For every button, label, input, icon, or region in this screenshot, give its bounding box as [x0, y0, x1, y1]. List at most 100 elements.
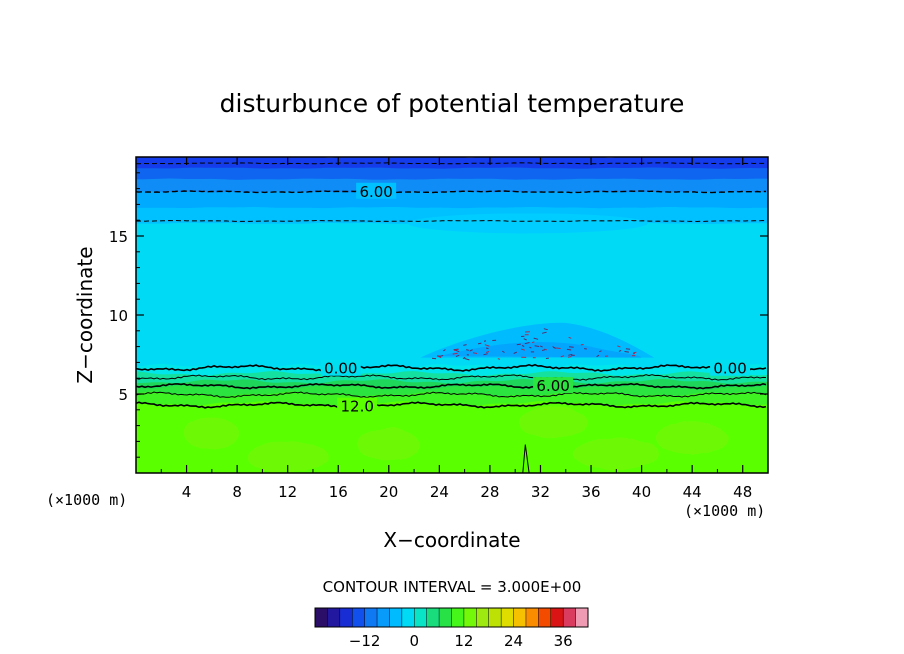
contour-label-bg	[320, 359, 361, 376]
plot-area	[136, 157, 768, 473]
contour-label-bg	[710, 359, 751, 376]
colorbar-cell	[451, 608, 465, 627]
disturbance-speck	[568, 346, 574, 348]
field-patch	[247, 441, 328, 473]
disturbance-speck	[466, 349, 470, 351]
disturbance-speck	[624, 351, 629, 353]
disturbance-speck	[516, 343, 521, 346]
colorbar-cell	[463, 608, 477, 627]
disturbance-speck	[469, 349, 473, 352]
colorbar-cell	[513, 608, 527, 627]
contour-labels: 6.00 0.00 0.00 6.00 12.0	[320, 182, 751, 416]
y-axis: 5 10 15	[109, 172, 768, 458]
x-tick-label: 24	[430, 483, 449, 501]
disturbance-speck	[524, 342, 530, 345]
disturbance-speck	[552, 346, 556, 349]
colorbar-tick-label: 0	[409, 632, 419, 650]
colorbar-cell	[339, 608, 353, 627]
colorbar-cell	[476, 608, 490, 627]
disturbance-speck	[453, 348, 459, 351]
contour-line	[136, 391, 767, 399]
x-axis-label: X−coordinate	[383, 528, 520, 552]
disturbance-speck	[477, 342, 482, 345]
disturbance-speck	[596, 354, 600, 358]
disturbance-speck	[566, 348, 572, 351]
field-patch	[183, 417, 240, 450]
colorbar	[314, 608, 589, 627]
disturbance-speck	[531, 341, 535, 344]
disturbance-speck	[472, 352, 478, 354]
contour-line-zero	[136, 363, 767, 373]
colorbar-cell	[414, 608, 428, 627]
disturbance-speck	[568, 336, 572, 339]
disturbance-speck	[455, 354, 460, 357]
colorbar-cell	[377, 608, 390, 627]
contour-label-bg	[356, 182, 397, 199]
contour-label: 12.0	[340, 398, 373, 416]
x-unit-right: (×1000 m)	[684, 502, 765, 520]
field-patch	[357, 428, 420, 461]
disturbance-speck	[533, 337, 539, 340]
x-tick-label: 16	[329, 483, 348, 501]
contour-label: 6.00	[359, 183, 392, 201]
disturbance-speck	[543, 328, 548, 331]
disturbance-speck	[513, 351, 518, 354]
x-unit-left: (×1000 m)	[46, 491, 127, 509]
y-tick-label: 15	[109, 228, 128, 246]
disturbance-speck	[440, 355, 444, 357]
contour-fill-bands	[136, 157, 768, 473]
contour-label: 0.00	[324, 360, 357, 378]
contour-label-bg	[337, 397, 378, 414]
x-axis: 4 8 12 16 20 24 28 32 36 40 44 48	[160, 157, 752, 501]
disturbance-speck	[483, 353, 488, 356]
disturbance-speck	[497, 358, 501, 360]
contour-line	[136, 401, 767, 409]
disturbance-speck	[464, 358, 470, 361]
chart-title: disturbunce of potential temperature	[220, 89, 685, 118]
contour-line-dashed	[136, 219, 767, 223]
disturbance-speck	[568, 353, 573, 356]
disturbance-speck	[463, 344, 467, 346]
disturbance-speck	[502, 350, 505, 353]
disturbance-speck	[523, 338, 527, 341]
colorbar-tick-label: −12	[349, 632, 381, 650]
disturbance-speck	[529, 346, 532, 349]
disturbance-core	[439, 342, 642, 358]
colorbar-cell	[315, 608, 328, 627]
contour-line	[136, 374, 767, 381]
contour-line	[136, 382, 767, 390]
disturbance-speck	[437, 355, 442, 359]
disturbance-speck	[633, 351, 637, 354]
disturbance-speck	[541, 331, 547, 334]
disturbance-speck	[534, 345, 540, 347]
x-tick-label: 28	[480, 483, 499, 501]
x-tick-label: 44	[683, 483, 702, 501]
disturbance-speck	[599, 350, 602, 353]
colorbar-tick-label: 12	[454, 632, 473, 650]
colorbar-cell	[389, 608, 403, 627]
contour-details	[136, 162, 767, 473]
contour-line-dashed	[136, 162, 767, 165]
colorbar-cell	[488, 608, 502, 627]
disturbance-speck	[521, 348, 525, 351]
colorbar-cell	[538, 608, 552, 627]
x-tick-label: 40	[632, 483, 651, 501]
colorbar-cell	[352, 608, 366, 627]
colorbar-tick-label: 24	[504, 632, 523, 650]
colorbar-cell	[575, 608, 589, 627]
colorbar-frame	[314, 607, 589, 628]
disturbance-speck	[556, 347, 561, 349]
x-tick-label: 20	[379, 483, 398, 501]
field-patch	[519, 406, 588, 439]
contour-label: 0.00	[713, 360, 746, 378]
field-dip	[407, 213, 648, 234]
x-tick-label: 48	[733, 483, 752, 501]
colorbar-ticks: −12 0 12 24 36	[349, 632, 573, 650]
disturbance-speck	[560, 355, 565, 358]
disturbance-speck	[431, 357, 437, 360]
x-tick-label: 4	[182, 483, 192, 501]
disturbance-speck	[455, 349, 460, 353]
colorbar-cell	[501, 608, 515, 627]
disturbance-speck	[443, 349, 446, 352]
disturbance-speck	[485, 351, 490, 353]
